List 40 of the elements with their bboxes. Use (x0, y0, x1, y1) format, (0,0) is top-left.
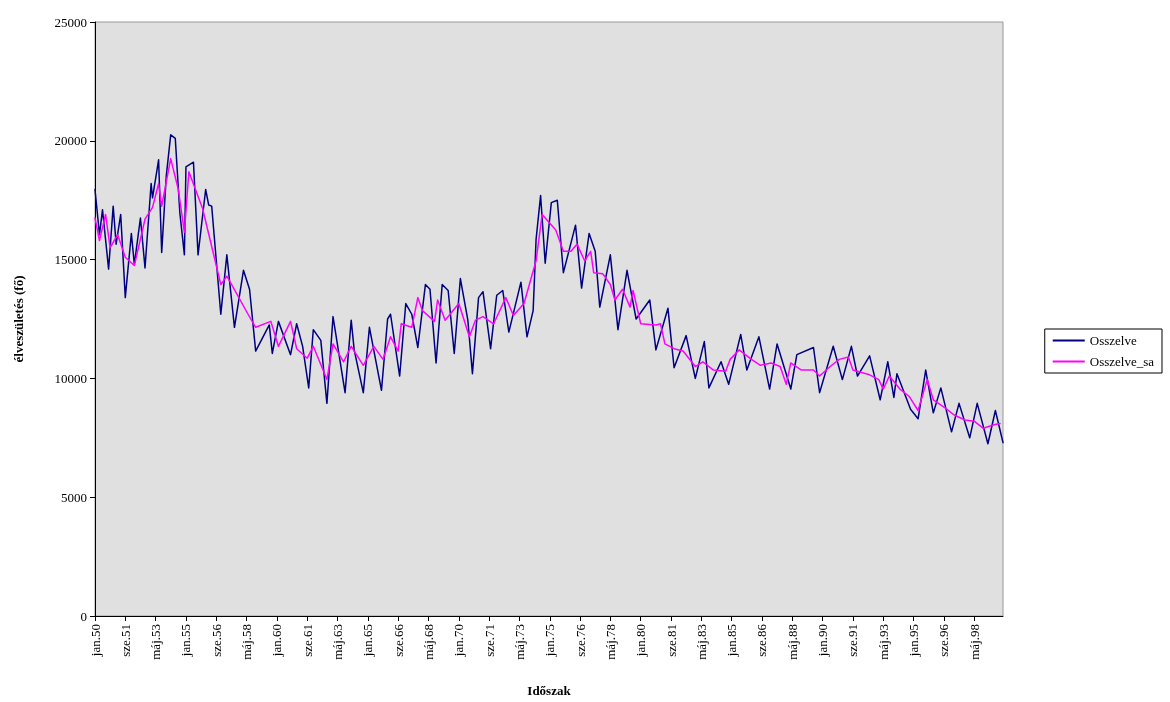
y-tick-label: 25000 (54, 14, 87, 30)
x-tick-label: jan.80 (633, 624, 649, 658)
x-tick-label: sze.56 (208, 623, 224, 657)
x-tick-label: máj.53 (148, 624, 164, 660)
y-tick-label: 0 (80, 608, 87, 624)
y-tick-label: 20000 (54, 133, 87, 149)
x-tick-label: sze.76 (572, 623, 588, 657)
x-tick-label: jan.85 (724, 624, 740, 658)
x-tick-label: máj.78 (602, 624, 618, 660)
x-axis-title: Időszak (527, 683, 572, 698)
x-tick-label: máj.83 (693, 624, 709, 660)
x-tick-label: máj.63 (329, 624, 345, 660)
x-tick-label: jan.50 (87, 624, 103, 658)
x-tick-label: sze.61 (299, 624, 315, 657)
x-tick-label: sze.81 (663, 624, 679, 657)
legend-label: Osszelve (1089, 333, 1137, 348)
x-tick-label: sze.51 (117, 624, 133, 657)
x-tick-label: jan.75 (542, 624, 558, 658)
x-tick-label: sze.66 (390, 623, 406, 657)
x-tick-label: jan.55 (178, 624, 194, 658)
y-tick-label: 15000 (54, 252, 87, 268)
x-tick-label: jan.90 (815, 624, 831, 658)
x-tick-label: jan.70 (451, 624, 467, 658)
x-tick-label: jan.60 (269, 624, 285, 658)
x-tick-label: máj.98 (966, 624, 982, 660)
x-tick-label: sze.71 (481, 624, 497, 657)
x-tick-label: sze.86 (754, 623, 770, 657)
y-axis-title: élveszületés (fő) (11, 275, 26, 363)
x-tick-label: jan.65 (360, 624, 376, 658)
x-tick-label: máj.68 (420, 624, 436, 660)
x-tick-label: máj.88 (784, 624, 800, 660)
x-tick-label: jan.95 (906, 624, 922, 658)
x-tick-label: máj.73 (511, 624, 527, 660)
x-tick-label: sze.91 (845, 624, 861, 657)
y-tick-label: 5000 (61, 489, 87, 505)
legend-label: Osszelve_sa (1089, 354, 1155, 369)
x-tick-label: máj.93 (875, 624, 891, 660)
x-tick-label: sze.96 (936, 623, 952, 657)
x-tick-label: máj.58 (239, 624, 255, 660)
y-tick-label: 10000 (54, 370, 87, 386)
